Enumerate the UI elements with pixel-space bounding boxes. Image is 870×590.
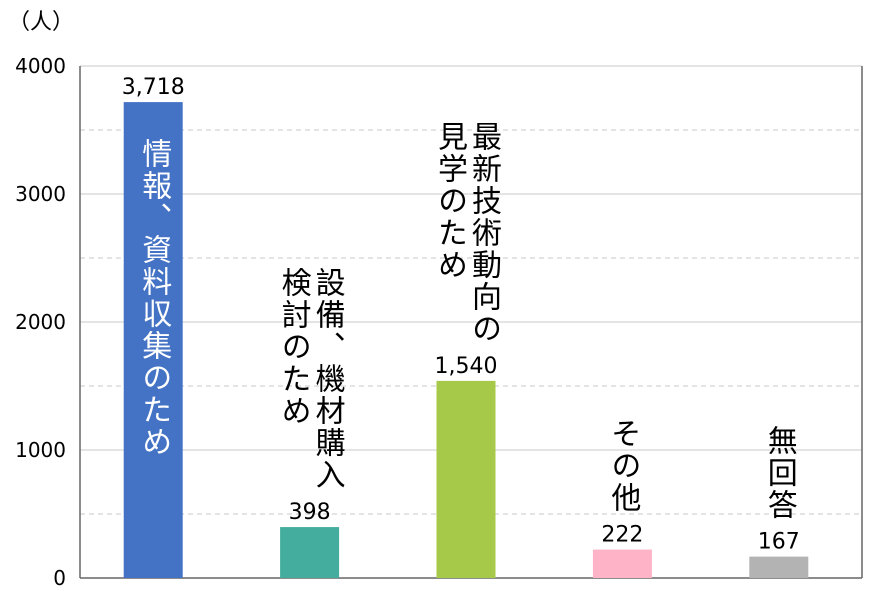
category-label: 最新技術動向の 見学のため [432,120,501,345]
bar [123,102,183,578]
bar [749,556,809,578]
category-label: 情報、資料収集のため [136,138,172,459]
category-label: 設備、機材購入 検討のため [275,267,345,492]
y-tick-label: 4000 [15,54,66,78]
category-label: その他 [605,417,641,514]
data-label: 398 [289,500,331,525]
category-label: 無回答 [761,424,797,521]
bar [436,380,496,578]
y-axis-unit-label: （人） [8,10,75,35]
y-tick-label: 2000 [15,310,66,334]
y-tick-label: 1000 [15,438,66,462]
bar [592,549,652,578]
data-label: 3,718 [122,75,185,100]
data-label: 222 [601,523,643,548]
y-tick-label: 0 [53,566,66,590]
data-label: 167 [758,530,800,555]
y-tick-label: 3000 [15,182,66,206]
bar [280,527,340,578]
data-label: 1,540 [435,354,498,379]
